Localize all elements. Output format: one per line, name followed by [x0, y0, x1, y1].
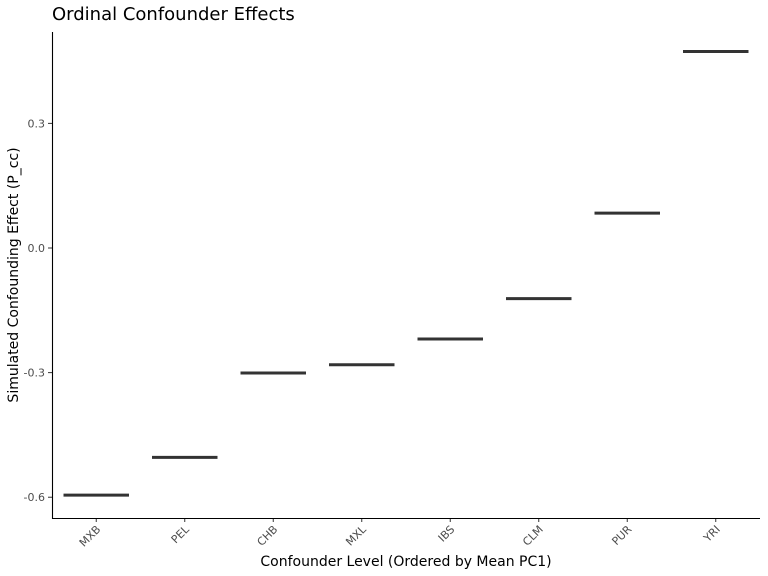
y-tick-label: -0.6	[24, 491, 45, 504]
y-axis-ticks: 0.3 0.0 -0.3 -0.6	[24, 117, 52, 504]
y-tick-label: 0.0	[28, 242, 46, 255]
x-tick-label: CHB	[255, 523, 281, 549]
data-marks	[63, 50, 749, 497]
x-tick-label: CLM	[520, 523, 546, 549]
x-tick-label: MXB	[77, 523, 104, 550]
x-axis-title: Confounder Level (Ordered by Mean PC1)	[260, 554, 551, 570]
x-tick-label: MXL	[343, 522, 369, 548]
chart-title: Ordinal Confounder Effects	[52, 4, 295, 25]
x-axis-ticks: MXB PEL CHB MXL IBS CLM PUR YRI	[77, 518, 723, 550]
x-tick-label: IBS	[436, 523, 458, 545]
x-tick-label: PEL	[169, 522, 193, 546]
x-tick-label: YRI	[701, 523, 723, 545]
y-tick-label: -0.3	[24, 367, 45, 380]
y-tick-label: 0.3	[28, 117, 46, 130]
x-tick-label: PUR	[609, 523, 634, 548]
y-axis-title: Simulated Confounding Effect (P_cc)	[6, 147, 22, 402]
